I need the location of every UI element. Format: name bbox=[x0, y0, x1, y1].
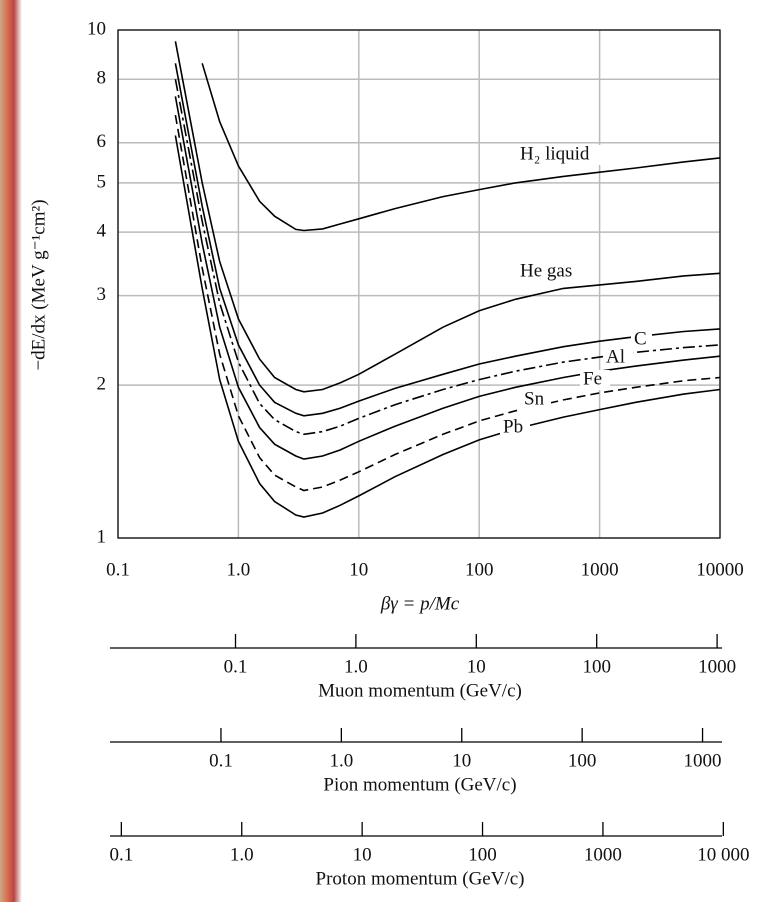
x-tick-label: 0.1 bbox=[224, 656, 248, 677]
x-tick-label: 100 bbox=[468, 844, 497, 865]
label-bg bbox=[603, 348, 633, 368]
curve bbox=[174, 41, 720, 393]
curve bbox=[174, 96, 720, 460]
curve-label: Fe bbox=[583, 368, 602, 389]
x-tick-label: 10 bbox=[452, 750, 471, 771]
y-tick-label: 1 bbox=[97, 526, 107, 547]
y-tick-label: 2 bbox=[97, 373, 107, 394]
curve-label: Al bbox=[606, 346, 625, 367]
x-tick-label: 1.0 bbox=[344, 656, 368, 677]
curve bbox=[174, 63, 720, 417]
label-bg bbox=[631, 330, 652, 350]
curve-label: C bbox=[634, 328, 647, 349]
curve bbox=[174, 114, 720, 492]
x-tick-label: 10 bbox=[467, 656, 486, 677]
axis-title: Pion momentum (GeV/c) bbox=[323, 774, 516, 795]
x-tick-label: 0.1 bbox=[209, 750, 233, 771]
y-tick-label: 5 bbox=[97, 171, 107, 192]
x-tick-label: 1000 bbox=[584, 844, 622, 865]
label-bg bbox=[521, 390, 551, 410]
plot-frame bbox=[117, 29, 721, 539]
curve bbox=[174, 135, 720, 518]
x-tick-label: 100 bbox=[465, 559, 494, 580]
x-tick-label: 1000 bbox=[698, 656, 736, 677]
curve-label: H₂ liquid bbox=[520, 143, 590, 164]
x-tick-label: 1.0 bbox=[230, 844, 254, 865]
x-tick-label: 10 000 bbox=[697, 844, 749, 865]
x-tick-label: 10 bbox=[353, 844, 372, 865]
x-tick-label: 1.0 bbox=[329, 750, 353, 771]
axis-title: Muon momentum (GeV/c) bbox=[318, 680, 522, 701]
label-bg bbox=[500, 418, 530, 438]
x-tick-label: 1.0 bbox=[227, 559, 251, 580]
x-tick-label: 1000 bbox=[684, 750, 722, 771]
x-tick-label: 0.1 bbox=[106, 559, 130, 580]
x-tick-label: 10000 bbox=[696, 559, 744, 580]
y-tick-label: 8 bbox=[97, 68, 107, 89]
axis-title: Proton momentum (GeV/c) bbox=[316, 868, 525, 889]
label-bg bbox=[517, 145, 610, 165]
y-axis-label: −dE/dx (MeV g⁻¹cm²) bbox=[28, 199, 49, 370]
curve bbox=[174, 79, 720, 436]
x-tick-label: 100 bbox=[568, 750, 597, 771]
x-tick-label: 0.1 bbox=[109, 844, 133, 865]
label-bg bbox=[580, 370, 610, 390]
x-tick-label: 10 bbox=[349, 559, 368, 580]
curve-label: He gas bbox=[520, 260, 572, 281]
curve-label: Sn bbox=[524, 388, 545, 409]
curve-label: Pb bbox=[503, 416, 523, 437]
x-axis-label: βγ = p/Mc bbox=[380, 593, 460, 614]
curve bbox=[201, 63, 720, 232]
y-tick-label: 4 bbox=[97, 221, 107, 242]
label-bg bbox=[517, 262, 583, 282]
y-tick-label: 6 bbox=[97, 131, 107, 152]
x-tick-label: 1000 bbox=[581, 559, 619, 580]
y-tick-label: 3 bbox=[97, 284, 107, 305]
y-tick-label: 10 bbox=[87, 18, 106, 39]
x-tick-label: 100 bbox=[582, 656, 611, 677]
